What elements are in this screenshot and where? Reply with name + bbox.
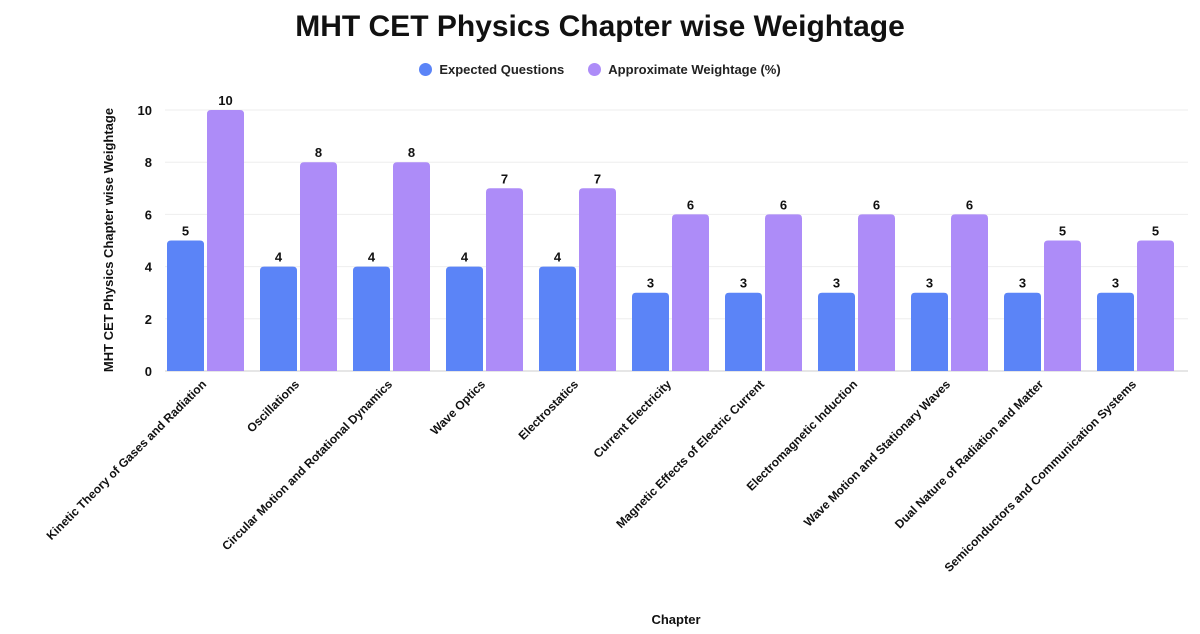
data-label-expected-questions-11: 3 bbox=[1112, 276, 1119, 291]
legend: Expected Questions Approximate Weightage… bbox=[0, 62, 1200, 77]
bar-approximate-weightage-9 bbox=[951, 214, 988, 371]
bar-approximate-weightage-4 bbox=[486, 188, 523, 371]
data-labels: 5 10 4 8 4 8 4 7 4 7 3 6 3 6 3 6 3 6 3 5 3 5 bbox=[182, 93, 1159, 291]
data-label-approximate-weightage-5: 7 bbox=[594, 171, 601, 186]
x-tick-label-magnetic-effects-of-electric-current: Magnetic Effects of Electric Current bbox=[613, 377, 767, 531]
bar-expected-questions-4 bbox=[446, 266, 483, 371]
x-axis-title: Chapter bbox=[651, 612, 700, 627]
y-axis-title: MHT CET Physics Chapter wise Weightage bbox=[101, 108, 116, 372]
bar-approximate-weightage-8 bbox=[858, 214, 895, 371]
y-tick-label: 2 bbox=[145, 312, 152, 327]
legend-item-approximate-weightage[interactable]: Approximate Weightage (%) bbox=[588, 62, 781, 77]
data-label-approximate-weightage-1: 10 bbox=[218, 93, 232, 108]
bar-approximate-weightage-2 bbox=[300, 162, 337, 371]
bar-expected-questions-10 bbox=[1004, 292, 1041, 371]
bar-expected-questions-7 bbox=[725, 292, 762, 371]
chart-title: MHT CET Physics Chapter wise Weightage bbox=[295, 10, 905, 43]
data-label-approximate-weightage-11: 5 bbox=[1152, 224, 1159, 239]
bar-expected-questions-5 bbox=[539, 266, 576, 371]
x-tick-label-current-electricity: Current Electricity bbox=[591, 377, 675, 461]
data-label-approximate-weightage-6: 6 bbox=[687, 197, 694, 212]
data-label-approximate-weightage-2: 8 bbox=[315, 145, 322, 160]
bar-approximate-weightage-10 bbox=[1044, 240, 1081, 371]
bar-approximate-weightage-1 bbox=[207, 110, 244, 371]
bar-approximate-weightage-6 bbox=[672, 214, 709, 371]
data-label-expected-questions-9: 3 bbox=[926, 276, 933, 291]
y-tick-label: 8 bbox=[145, 155, 152, 170]
data-label-expected-questions-10: 3 bbox=[1019, 276, 1026, 291]
bar-expected-questions-2 bbox=[260, 266, 297, 371]
data-label-approximate-weightage-9: 6 bbox=[966, 197, 973, 212]
bar-expected-questions-3 bbox=[353, 266, 390, 371]
x-tick-label-wave-motion-and-stationary-waves: Wave Motion and Stationary Waves bbox=[801, 377, 953, 529]
y-axis-ticks: 0 2 4 6 8 10 bbox=[138, 103, 153, 379]
x-tick-label-circular-motion-and-rotational-dynamics: Circular Motion and Rotational Dynamics bbox=[219, 377, 395, 553]
x-tick-label-oscillations: Oscillations bbox=[244, 377, 302, 435]
y-tick-label: 0 bbox=[145, 364, 152, 379]
legend-swatch-expected-questions bbox=[419, 63, 433, 76]
bar-approximate-weightage-5 bbox=[579, 188, 616, 371]
bar-expected-questions-1 bbox=[167, 240, 204, 371]
bar-expected-questions-11 bbox=[1097, 292, 1134, 371]
y-tick-label: 10 bbox=[138, 103, 152, 118]
data-label-approximate-weightage-3: 8 bbox=[408, 145, 415, 160]
data-label-expected-questions-5: 4 bbox=[554, 250, 562, 265]
data-label-expected-questions-1: 5 bbox=[182, 224, 189, 239]
bar-expected-questions-6 bbox=[632, 292, 669, 371]
bar-approximate-weightage-3 bbox=[393, 162, 430, 371]
x-axis-ticks: Kinetic Theory of Gases and Radiation Osc… bbox=[44, 377, 1140, 575]
legend-label-approximate-weightage: Approximate Weightage (%) bbox=[608, 62, 781, 77]
data-label-expected-questions-8: 3 bbox=[833, 276, 840, 291]
data-label-expected-questions-4: 4 bbox=[461, 250, 469, 265]
x-tick-label-dual-nature-of-radiation-and-matter: Dual Nature of Radiation and Matter bbox=[892, 377, 1046, 531]
y-tick-label: 6 bbox=[145, 207, 152, 222]
x-tick-label-electromagnetic-induction: Electromagnetic Induction bbox=[744, 377, 860, 493]
x-tick-label-kinetic-theory-of-gases-and-radiation: Kinetic Theory of Gases and Radiation bbox=[44, 377, 209, 542]
data-label-approximate-weightage-10: 5 bbox=[1059, 224, 1066, 239]
data-label-approximate-weightage-8: 6 bbox=[873, 197, 880, 212]
data-label-expected-questions-3: 4 bbox=[368, 250, 376, 265]
bar-approximate-weightage-11 bbox=[1137, 240, 1174, 371]
data-label-expected-questions-7: 3 bbox=[740, 276, 747, 291]
bar-approximate-weightage-7 bbox=[765, 214, 802, 371]
data-label-approximate-weightage-7: 6 bbox=[780, 197, 787, 212]
data-label-expected-questions-6: 3 bbox=[647, 276, 654, 291]
data-label-approximate-weightage-4: 7 bbox=[501, 171, 508, 186]
bar-expected-questions-9 bbox=[911, 292, 948, 371]
x-tick-label-electrostatics: Electrostatics bbox=[516, 377, 582, 443]
data-label-expected-questions-2: 4 bbox=[275, 250, 283, 265]
bar-expected-questions-8 bbox=[818, 292, 855, 371]
bars bbox=[167, 110, 1174, 371]
x-tick-label-semiconductors-and-communication-systems: Semiconductors and Communication Systems bbox=[942, 377, 1140, 575]
legend-swatch-approximate-weightage bbox=[588, 63, 602, 76]
y-tick-label: 4 bbox=[145, 260, 153, 275]
legend-label-expected-questions: Expected Questions bbox=[439, 62, 565, 77]
legend-item-expected-questions[interactable]: Expected Questions bbox=[419, 62, 564, 77]
x-tick-label-wave-optics: Wave Optics bbox=[428, 377, 489, 438]
